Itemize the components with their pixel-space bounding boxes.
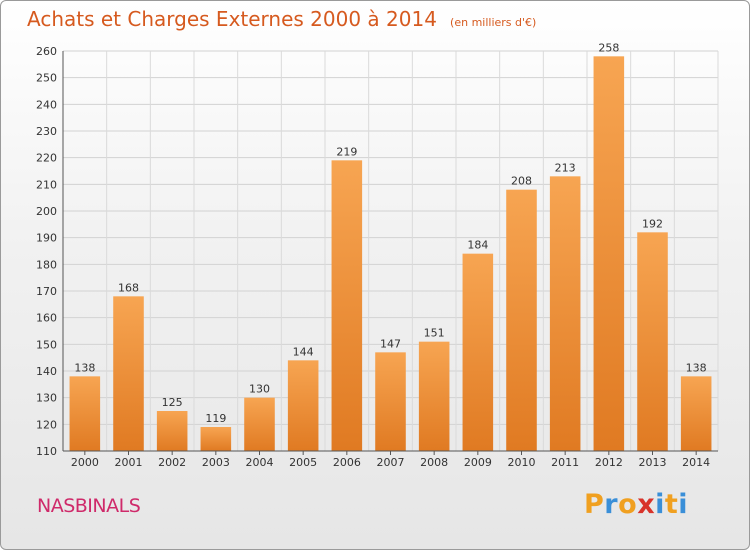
data-label: 119 [205,412,226,425]
y-tick-label: 180 [36,258,57,271]
data-label: 219 [336,145,357,158]
axes: 110 120 130 140 150 160 170 180 190 200 210 220 230 2… [36,45,718,469]
data-label: 213 [555,161,576,174]
data-label: 130 [249,383,270,396]
chart-subtitle: (en milliers d'€) [450,16,537,29]
bar-2002 [156,411,188,451]
bar-2005 [287,360,319,451]
x-tick-label: 2000 [71,456,99,469]
y-tick-label: 110 [36,445,57,458]
bar-2012 [593,56,625,451]
data-label: 138 [686,361,707,374]
y-tick-label: 150 [36,338,57,351]
y-tick-label: 210 [36,178,57,191]
bar-2004 [244,397,275,451]
logo-letter: P [584,489,605,520]
y-tick-label: 250 [36,72,57,85]
x-tick-label: 2004 [246,456,274,469]
data-label: 208 [511,175,532,188]
y-tick-label: 160 [36,312,57,325]
bar-2006 [331,160,363,452]
x-tick-label: 2002 [158,456,186,469]
y-tick-label: 190 [36,232,57,245]
bars [69,56,712,452]
y-tick-label: 170 [36,285,57,298]
x-tick-label: 2010 [508,456,536,469]
data-label: 151 [424,327,445,340]
data-label: 258 [598,41,619,54]
y-tick-label: 230 [36,125,57,138]
bar-2008 [418,341,450,451]
logo-letter: i [655,489,665,520]
bar-2009 [462,253,494,451]
data-label: 144 [293,345,314,358]
y-tick-label: 130 [36,392,57,405]
bar-2010 [506,189,537,451]
data-label: 168 [118,281,139,294]
data-labels: 138 168 125 119 130 144 219 147 151 184 208 213 258 1… [74,41,706,425]
logo-letter: t [664,489,679,520]
logo-letter: o [618,489,638,520]
logo-letter: r [604,489,619,520]
y-tick-label: 220 [36,152,57,165]
data-label: 184 [467,239,488,252]
data-label: 192 [642,217,663,230]
x-tick-label: 2009 [464,456,492,469]
y-tick-label: 260 [36,45,57,58]
title-row: Achats et Charges Externes 2000 à 2014 (… [27,7,536,31]
y-tick-label: 120 [36,418,57,431]
x-tick-label: 2008 [420,456,448,469]
y-tick-label: 140 [36,365,57,378]
bar-2011 [549,176,581,452]
bar-2003 [200,427,232,451]
x-tick-label: 2001 [115,456,143,469]
logo-letter: i [678,489,689,520]
bar-2014 [680,376,712,451]
x-tick-label: 2012 [595,456,623,469]
y-tick-label: 200 [36,205,57,218]
x-tick-label: 2014 [682,456,710,469]
y-tick-label: 240 [36,98,57,111]
x-tick-label: 2006 [333,456,361,469]
location-label: NASBINALS [37,495,141,517]
bar-2007 [375,352,406,451]
x-tick-label: 2005 [289,456,317,469]
x-tick-label: 2011 [551,456,579,469]
x-tick-label: 2007 [377,456,405,469]
chart-title: Achats et Charges Externes 2000 à 2014 [27,7,437,31]
bar-2013 [637,232,668,451]
data-label: 138 [74,361,95,374]
bar-2000 [69,376,101,451]
data-label: 125 [162,396,183,409]
proxiti-logo: Proxiti [584,489,688,520]
x-tick-label: 2013 [639,456,667,469]
x-tick-label: 2003 [202,456,230,469]
data-label: 147 [380,337,401,350]
bar-2001 [113,296,144,451]
logo-letter: x [637,489,656,520]
